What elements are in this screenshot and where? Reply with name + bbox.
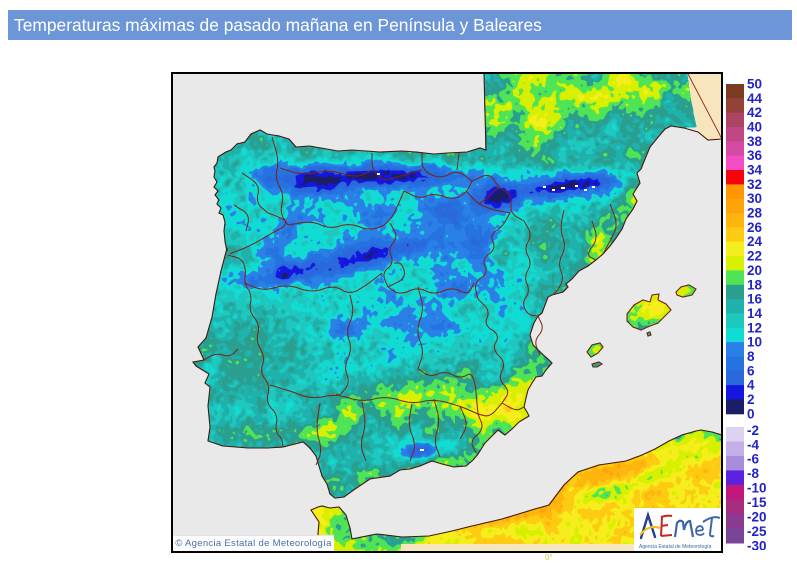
svg-text:36: 36 [747, 148, 763, 163]
svg-text:-8: -8 [747, 466, 759, 481]
svg-text:-30: -30 [747, 539, 767, 551]
svg-text:-4: -4 [747, 437, 759, 452]
svg-text:18: 18 [747, 277, 763, 292]
svg-text:24: 24 [747, 234, 763, 249]
svg-text:-2: -2 [747, 423, 759, 438]
svg-text:40: 40 [747, 120, 762, 135]
svg-text:4: 4 [747, 378, 755, 393]
svg-text:-10: -10 [747, 481, 767, 496]
svg-text:44: 44 [747, 91, 763, 106]
svg-text:Agencia Estatal de Meteorologí: Agencia Estatal de Meteorología [639, 544, 711, 550]
svg-text:50: 50 [747, 78, 762, 92]
svg-text:32: 32 [747, 177, 762, 192]
svg-text:-25: -25 [747, 524, 767, 539]
svg-text:38: 38 [747, 134, 763, 149]
svg-text:34: 34 [747, 163, 763, 178]
svg-text:-15: -15 [747, 495, 767, 510]
svg-text:14: 14 [747, 306, 763, 321]
svg-text:8: 8 [747, 349, 755, 364]
svg-text:42: 42 [747, 105, 762, 120]
svg-text:6: 6 [747, 363, 755, 378]
svg-text:22: 22 [747, 249, 762, 264]
svg-text:16: 16 [747, 292, 763, 307]
svg-text:12: 12 [747, 320, 762, 335]
svg-text:26: 26 [747, 220, 763, 235]
svg-text:20: 20 [747, 263, 762, 278]
svg-text:-6: -6 [747, 452, 759, 467]
svg-text:10: 10 [747, 335, 762, 350]
svg-text:2: 2 [747, 392, 755, 407]
svg-text:0: 0 [747, 406, 755, 421]
svg-text:30: 30 [747, 191, 762, 206]
svg-text:-20: -20 [747, 510, 767, 525]
svg-text:28: 28 [747, 206, 763, 221]
